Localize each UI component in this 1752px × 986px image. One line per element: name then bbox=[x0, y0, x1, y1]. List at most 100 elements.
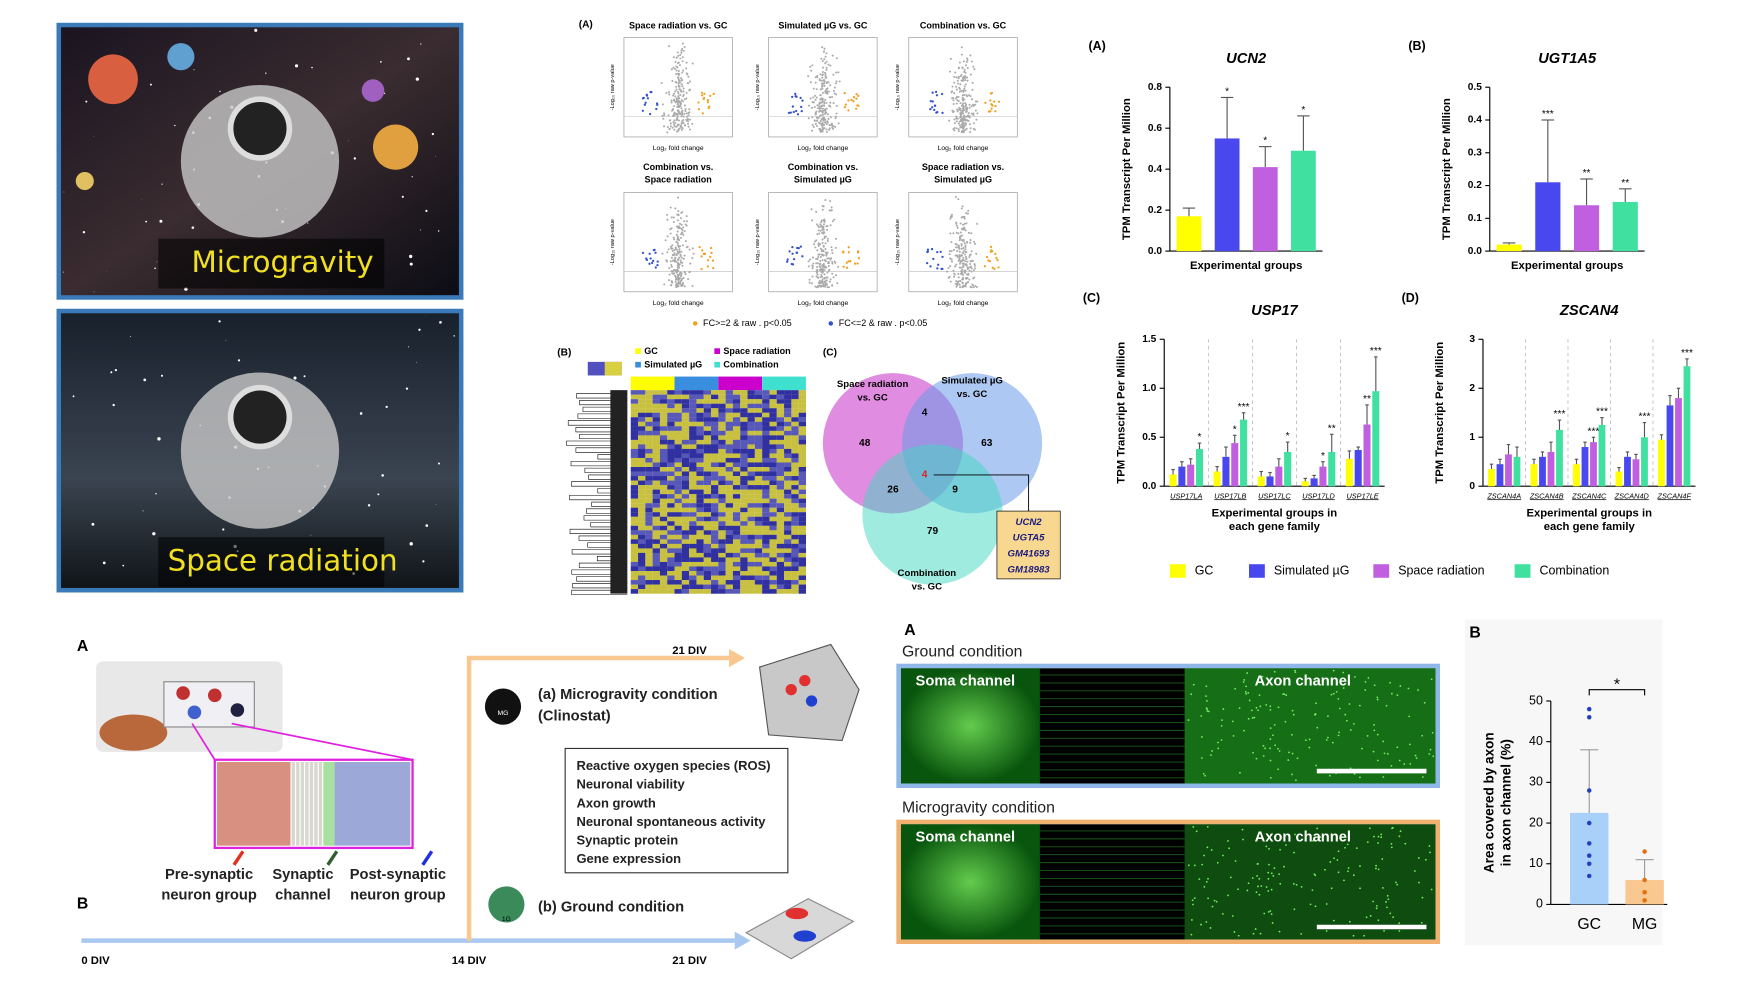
heat-cell bbox=[798, 476, 807, 481]
heat-cell bbox=[791, 580, 799, 585]
arrowhead bbox=[729, 648, 745, 668]
heat-cell bbox=[784, 453, 792, 459]
cell bbox=[1361, 747, 1363, 750]
heat-cell bbox=[645, 412, 653, 418]
planet bbox=[88, 54, 138, 105]
cell bbox=[1424, 858, 1427, 861]
heat-cell bbox=[689, 417, 697, 422]
cell bbox=[1200, 715, 1203, 717]
cell bbox=[1246, 889, 1249, 892]
volcano-dot bbox=[814, 246, 817, 249]
volcano-dot bbox=[984, 101, 987, 104]
volcano-dot bbox=[937, 263, 940, 266]
bar bbox=[1683, 366, 1691, 487]
heat-cell bbox=[696, 552, 704, 558]
legend-label: Space radiation bbox=[1398, 563, 1484, 577]
cell bbox=[1269, 776, 1272, 779]
cell bbox=[1332, 919, 1335, 922]
heat-cell bbox=[711, 512, 719, 517]
panel-label: (A) bbox=[579, 20, 593, 31]
dendrogram bbox=[576, 576, 628, 582]
heat-cell bbox=[689, 507, 697, 513]
volcano-dot bbox=[955, 115, 958, 118]
data-point bbox=[1586, 820, 1592, 826]
volcano-dot bbox=[670, 99, 673, 102]
volcano-dot bbox=[680, 278, 683, 282]
volcano-dot bbox=[677, 110, 680, 113]
volcano-dot bbox=[830, 249, 833, 252]
heat-cell bbox=[740, 507, 748, 513]
volcano-dot bbox=[939, 250, 942, 253]
volcano-dot bbox=[953, 122, 956, 125]
volcano-dot bbox=[674, 101, 677, 104]
heat-cell bbox=[754, 480, 763, 486]
x-tick-label: USP17LE bbox=[1347, 491, 1379, 500]
axis-title: Experimental groups bbox=[1190, 260, 1302, 272]
cell bbox=[1430, 888, 1433, 891]
star bbox=[122, 564, 125, 567]
volcano-dot bbox=[675, 233, 678, 236]
cell bbox=[1353, 772, 1356, 775]
cell bbox=[1312, 839, 1314, 842]
cell bbox=[1399, 685, 1402, 687]
volcano-dot bbox=[821, 60, 824, 63]
heat-cell bbox=[718, 439, 726, 445]
heat-cell bbox=[769, 448, 777, 454]
volcano-dot bbox=[992, 100, 996, 103]
cell bbox=[1207, 710, 1210, 713]
volcano-dot bbox=[674, 257, 677, 260]
volcano-dot bbox=[817, 121, 821, 124]
cell bbox=[1349, 729, 1352, 731]
heat-cell bbox=[791, 534, 799, 540]
heat-cell bbox=[732, 417, 741, 422]
legend-swatch bbox=[714, 348, 721, 354]
heat-cell bbox=[791, 589, 799, 594]
cell bbox=[1348, 703, 1351, 705]
cell bbox=[1260, 885, 1263, 887]
cell bbox=[1329, 861, 1332, 863]
axis-title: Area covered by axon bbox=[1481, 732, 1496, 873]
heat-cell bbox=[725, 453, 733, 459]
heat-cell bbox=[718, 548, 726, 554]
heat-cell bbox=[659, 530, 668, 535]
volcano-dot bbox=[844, 103, 847, 106]
cell bbox=[1292, 882, 1295, 885]
heat-cell bbox=[674, 561, 682, 567]
data-point bbox=[1586, 873, 1592, 879]
volcano-dot bbox=[829, 200, 832, 203]
y-tick-label: 0.3 bbox=[1468, 147, 1482, 158]
volcano-dot bbox=[960, 247, 963, 250]
volcano-dot bbox=[675, 85, 678, 88]
volcano-dot bbox=[818, 232, 821, 235]
bar bbox=[1195, 448, 1204, 487]
heat-cell bbox=[791, 498, 799, 504]
legend-swatch bbox=[828, 321, 834, 326]
volcano-dot bbox=[957, 244, 960, 247]
volcano-dot bbox=[826, 257, 829, 260]
volcano-dot bbox=[697, 108, 700, 111]
cell bbox=[1292, 713, 1295, 716]
volcano-dot bbox=[964, 122, 967, 125]
heat-cell bbox=[652, 584, 660, 590]
volcano-dot bbox=[680, 98, 683, 102]
volcano-dot bbox=[665, 91, 668, 95]
heat-cell bbox=[718, 476, 726, 481]
heat-cell bbox=[674, 494, 682, 499]
region-label: Pre-synaptic bbox=[165, 867, 253, 883]
volcano-dot bbox=[827, 286, 830, 289]
cell bbox=[1237, 934, 1240, 937]
star bbox=[93, 136, 95, 137]
volcano-dot bbox=[821, 122, 824, 125]
cell bbox=[1418, 881, 1420, 884]
cell bbox=[1264, 747, 1266, 750]
x-tick-label: USP17LD bbox=[1302, 491, 1335, 500]
heat-cell bbox=[791, 485, 799, 490]
volcano-dot bbox=[825, 128, 828, 131]
cell bbox=[1332, 669, 1335, 672]
significance: * bbox=[1321, 451, 1325, 462]
heat-cell bbox=[681, 589, 690, 594]
volcano-dot bbox=[947, 267, 950, 270]
heat-cell bbox=[667, 561, 675, 567]
volcano-dot bbox=[823, 223, 826, 226]
heat-cell bbox=[659, 467, 668, 472]
